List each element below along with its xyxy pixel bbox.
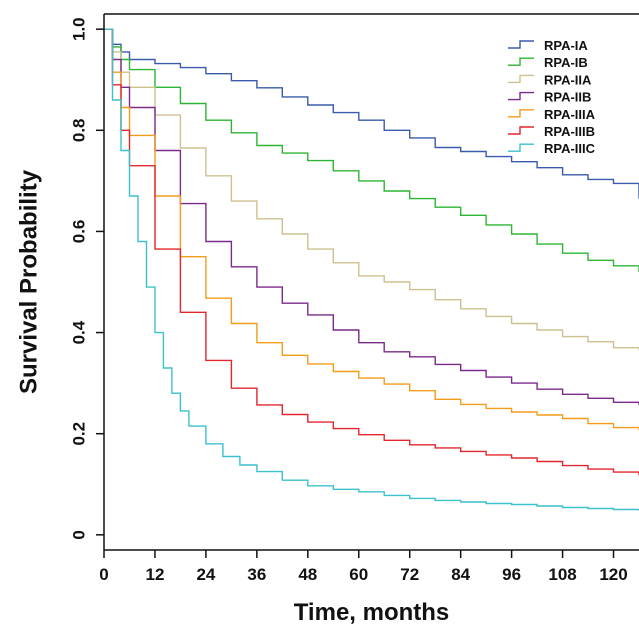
x-tick-label: 120 (599, 565, 627, 584)
legend-swatch (508, 91, 534, 101)
legend-label: RPA-IIIA (544, 107, 596, 122)
x-tick-label: 0 (99, 565, 108, 584)
legend-label: RPA-IIIC (544, 141, 596, 156)
y-tick-label: 1.0 (69, 17, 88, 41)
legend-label: RPA-IB (544, 55, 588, 70)
x-tick-label: 48 (298, 565, 317, 584)
x-axis-title: Time, months (294, 599, 450, 626)
tick-group: 0 12 24 36 48 60 72 84 96 108 120 0 0.2 0.4 0.6 0.8 1.0 (69, 17, 627, 584)
x-tick-label: 108 (548, 565, 576, 584)
x-tick-label: 12 (145, 565, 164, 584)
x-tick-label: 72 (400, 565, 419, 584)
legend-swatch (508, 126, 534, 135)
y-tick-label: 0.8 (69, 118, 88, 142)
series-line-rpa-ia (104, 28, 639, 199)
series-line-rpa-ib (104, 28, 639, 272)
y-tick-label: 0.2 (69, 422, 88, 446)
y-tick-label: 0.6 (69, 220, 88, 244)
series-line-rpa-iiic (104, 28, 639, 511)
legend-label: RPA-IIIB (544, 124, 595, 139)
legend-swatch (508, 109, 534, 118)
legend-swatch (508, 57, 534, 66)
series-line-rpa-iiib (104, 28, 639, 476)
legend-swatch (508, 143, 534, 152)
x-tick-label: 84 (451, 565, 470, 584)
legend-label: RPA-IIB (544, 90, 591, 105)
legend: RPA-IA RPA-IB RPA-IIA RPA-IIB RPA-IIIA RPA-II… (508, 38, 596, 156)
y-tick-label: 0.4 (69, 320, 88, 344)
y-tick-label: 0 (69, 530, 88, 539)
legend-swatch (508, 74, 534, 84)
plot-area (104, 28, 639, 511)
series-line-rpa-iia (104, 28, 639, 351)
x-tick-label: 60 (349, 565, 368, 584)
axes (103, 13, 639, 551)
x-tick-label: 24 (196, 565, 215, 584)
legend-swatch (508, 40, 534, 49)
x-tick-label: 96 (502, 565, 521, 584)
legend-label: RPA-IA (544, 38, 588, 53)
y-axis-title: Survival Probability (15, 169, 42, 394)
x-tick-label: 36 (247, 565, 266, 584)
legend-label: RPA-IIA (544, 72, 592, 87)
